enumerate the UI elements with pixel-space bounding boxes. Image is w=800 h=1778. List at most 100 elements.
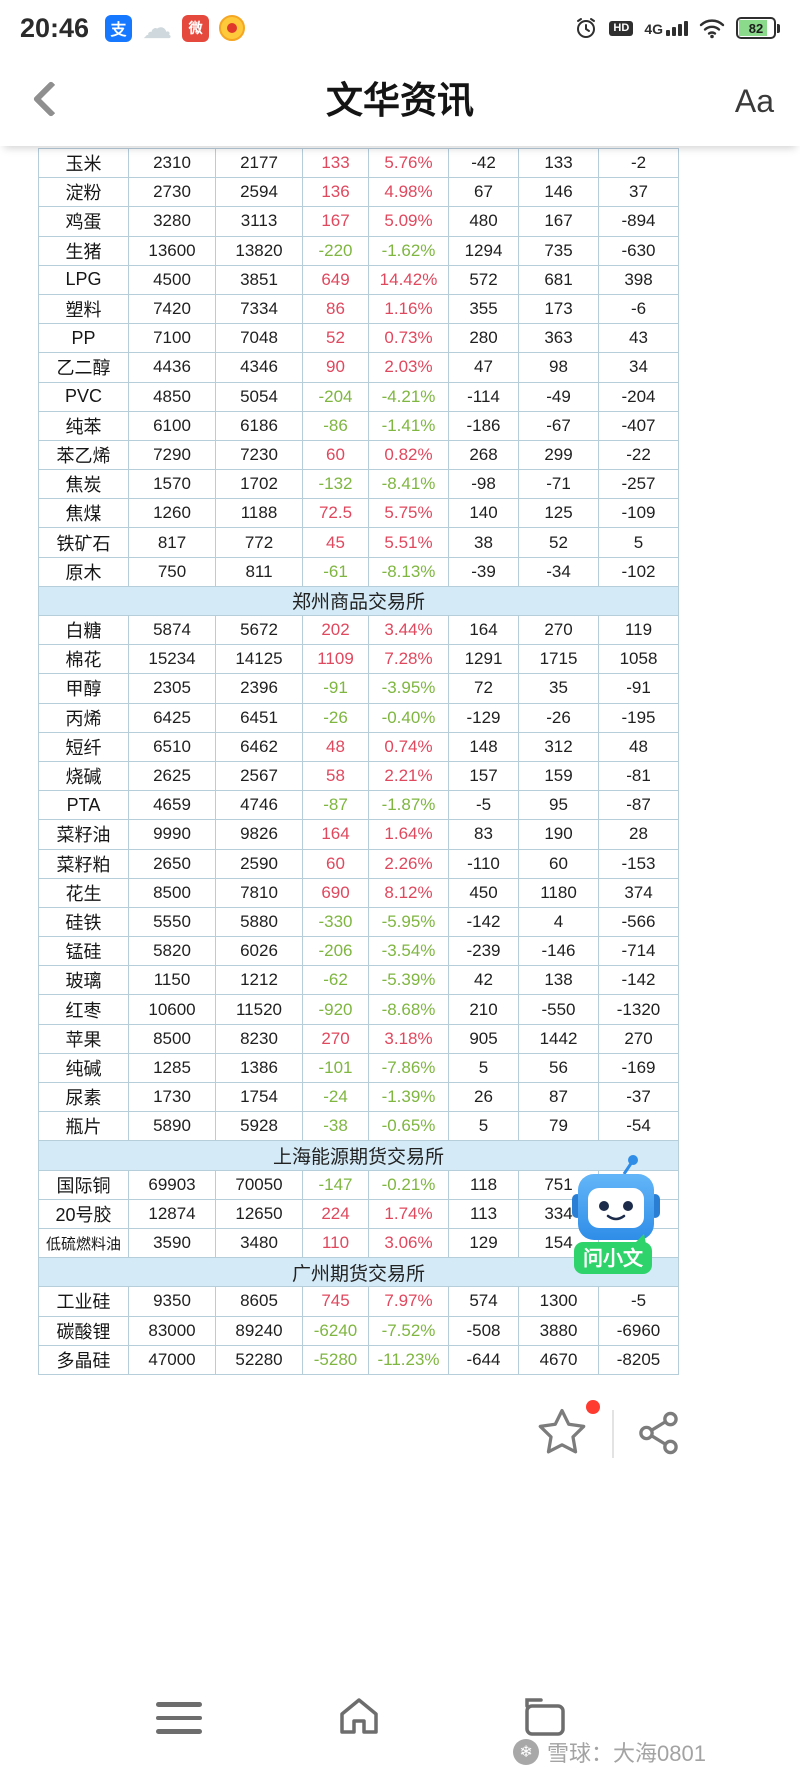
cell: -114 [449,382,519,412]
table-row[interactable]: 铁矿石 817 772 45 5.51% 38 52 5 [39,528,679,558]
cell: 202 [303,616,369,646]
table-row[interactable]: 尿素 1730 1754 -24 -1.39% 26 87 -37 [39,1083,679,1113]
table-row[interactable]: 国际铜 69903 70050 -147 -0.21% 118 751 [39,1170,679,1200]
contract-name: 苹果 [39,1024,129,1054]
contract-name: 鸡蛋 [39,207,129,237]
assistant-mascot[interactable]: 问小文 [566,1152,666,1278]
cell: 4500 [129,265,216,295]
cell: 6186 [216,411,303,441]
contract-name: 丙烯 [39,703,129,733]
table-row[interactable]: 玉米 2310 2177 133 5.76% -42 133 -2 [39,149,679,179]
cell: 5928 [216,1112,303,1142]
cell: 649 [303,265,369,295]
cell: -81 [599,761,679,792]
cell: 28 [599,820,679,850]
cell: 86 [303,294,369,325]
table-row[interactable]: 多晶硅 47000 52280 -5280 -11.23% -644 4670 -8205 [39,1345,679,1375]
table-row[interactable]: 塑料 7420 7334 86 1.16% 355 173 -6 [39,294,679,325]
cell: -42 [449,149,519,179]
home-button[interactable] [334,1692,384,1740]
cell: -91 [599,674,679,704]
exchange-section-header: 郑州商品交易所 [39,586,679,616]
table-row[interactable]: PP 7100 7048 52 0.73% 280 363 43 [39,324,679,354]
cell: 5.51% [369,528,449,558]
table-row[interactable]: 工业硅 9350 8605 745 7.97% 574 1300 -5 [39,1287,679,1317]
contract-name: 菜籽油 [39,820,129,850]
network-signal-icon: 4G [644,20,688,36]
cell: 14.42% [369,265,449,295]
table-row[interactable]: 菜籽油 9990 9826 164 1.64% 83 190 28 [39,820,679,850]
table-row[interactable]: 玻璃 1150 1212 -62 -5.39% 42 138 -142 [39,966,679,996]
cell: -87 [303,791,369,821]
table-row[interactable]: 纯碱 1285 1386 -101 -7.86% 5 56 -169 [39,1053,679,1083]
cell: -186 [449,411,519,441]
table-row[interactable]: 纯苯 6100 6186 -86 -1.41% -186 -67 -407 [39,411,679,441]
table-row[interactable]: 花生 8500 7810 690 8.12% 450 1180 374 [39,878,679,908]
cell: 299 [519,440,599,471]
table-row[interactable]: 红枣 10600 11520 -920 -8.68% 210 -550 -1320 [39,995,679,1025]
table-row[interactable]: 鸡蛋 3280 3113 167 5.09% 480 167 -894 [39,207,679,237]
share-button[interactable] [634,1408,684,1458]
last-page-button[interactable] [518,1694,570,1740]
table-row[interactable]: 烧碱 2625 2567 58 2.21% 157 159 -81 [39,761,679,792]
table-row[interactable]: 瓶片 5890 5928 -38 -0.65% 5 79 -54 [39,1112,679,1142]
cell: 1715 [519,645,599,675]
cell: 1180 [519,878,599,908]
cell: 270 [519,616,599,646]
table-row[interactable]: 锰硅 5820 6026 -206 -3.54% -239 -146 -714 [39,937,679,967]
cell: -129 [449,703,519,733]
cell: -0.40% [369,703,449,733]
table-row[interactable]: 20号胶 12874 12650 224 1.74% 113 334 [39,1199,679,1229]
cell: 113 [449,1199,519,1229]
cell: -894 [599,207,679,237]
contract-name: 尿素 [39,1083,129,1113]
cell: 268 [449,440,519,471]
cell: 1150 [129,966,216,996]
cell: 26 [449,1083,519,1113]
cell: 1730 [129,1083,216,1113]
cell: 374 [599,878,679,908]
cell: 270 [599,1024,679,1054]
contract-name: 淀粉 [39,178,129,208]
table-row[interactable]: 丙烯 6425 6451 -26 -0.40% -129 -26 -195 [39,703,679,733]
table-row[interactable]: 低硫燃料油 3590 3480 110 3.06% 129 154 [39,1228,679,1259]
cell: 1702 [216,470,303,500]
table-row[interactable]: 生猪 13600 13820 -220 -1.62% 1294 735 -630 [39,236,679,266]
favorite-star-button[interactable] [534,1404,590,1460]
cell: -142 [599,966,679,996]
menu-button[interactable] [156,1702,202,1734]
cell: 7.28% [369,645,449,675]
contract-name: PTA [39,791,129,821]
table-row[interactable]: 淀粉 2730 2594 136 4.98% 67 146 37 [39,178,679,208]
table-row[interactable]: 焦炭 1570 1702 -132 -8.41% -98 -71 -257 [39,470,679,500]
cell: 745 [303,1287,369,1317]
cell: 173 [519,294,599,325]
cell: 7290 [129,440,216,471]
table-row[interactable]: 原木 750 811 -61 -8.13% -39 -34 -102 [39,557,679,587]
table-row[interactable]: 碳酸锂 83000 89240 -6240 -7.52% -508 3880 -6960 [39,1316,679,1346]
table-row[interactable]: LPG 4500 3851 649 14.42% 572 681 398 [39,265,679,295]
table-row[interactable]: 焦煤 1260 1188 72.5 5.75% 140 125 -109 [39,499,679,529]
contract-name: 焦煤 [39,499,129,529]
table-row[interactable]: 甲醇 2305 2396 -91 -3.95% 72 35 -91 [39,674,679,704]
font-size-button[interactable]: Aa [734,83,774,119]
cell: 572 [449,265,519,295]
table-row[interactable]: PVC 4850 5054 -204 -4.21% -114 -49 -204 [39,382,679,412]
cell: 52280 [216,1345,303,1375]
cell: -26 [303,703,369,733]
table-row[interactable]: 乙二醇 4436 4346 90 2.03% 47 98 34 [39,353,679,383]
table-row[interactable]: 白糖 5874 5672 202 3.44% 164 270 119 [39,616,679,646]
table-row[interactable]: 硅铁 5550 5880 -330 -5.95% -142 4 -566 [39,907,679,938]
table-row[interactable]: 苹果 8500 8230 270 3.18% 905 1442 270 [39,1024,679,1054]
table-row[interactable]: 棉花 15234 14125 1109 7.28% 1291 1715 1058 [39,645,679,675]
table-row[interactable]: 苯乙烯 7290 7230 60 0.82% 268 299 -22 [39,440,679,471]
table-row[interactable]: 短纤 6510 6462 48 0.74% 148 312 48 [39,732,679,762]
table-row[interactable]: 菜籽粕 2650 2590 60 2.26% -110 60 -153 [39,849,679,879]
cell: 38 [449,528,519,558]
cell: 98 [519,353,599,383]
cell: 45 [303,528,369,558]
cell: 190 [519,820,599,850]
table-row[interactable]: PTA 4659 4746 -87 -1.87% -5 95 -87 [39,791,679,821]
cell: 574 [449,1287,519,1317]
cell: 89240 [216,1316,303,1346]
